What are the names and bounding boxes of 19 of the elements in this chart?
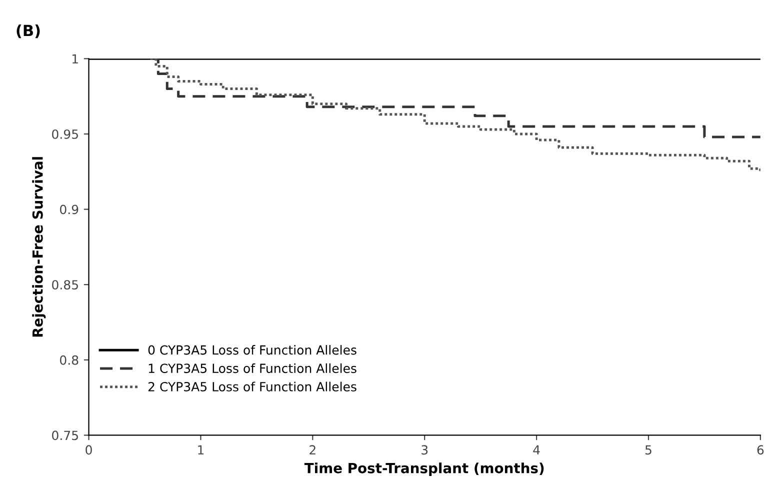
y-tick-label: 0.85 [52,280,78,290]
y-tick-label: 0.9 [60,204,78,214]
legend-label: 0 CYP3A5 Loss of Function Alleles [148,345,356,355]
x-tick-label: 1 [198,445,204,454]
legend-label: 2 CYP3A5 Loss of Function Alleles [148,382,356,392]
x-axis-title: Time Post-Transplant (months) [304,462,544,476]
x-tick-label: 3 [422,445,428,455]
y-tick-label: 0.75 [52,430,78,440]
x-tick-label: 6 [757,445,764,455]
y-tick-label: 1 [72,54,78,64]
x-tick-label: 0 [86,445,92,455]
y-tick-label: 0.95 [52,129,78,139]
legend-label: 1 CYP3A5 Loss of Function Alleles [148,363,356,374]
x-tick-label: 4 [533,445,540,454]
y-tick-label: 0.8 [60,355,78,365]
chart-title: (B) [16,24,40,38]
x-tick-label: 2 [310,445,316,454]
x-tick-label: 5 [645,445,652,455]
y-axis-title: Rejection-Free Survival [32,157,46,337]
